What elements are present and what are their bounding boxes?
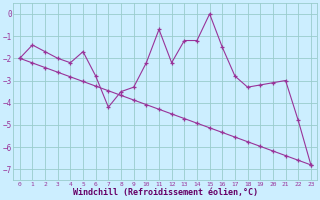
X-axis label: Windchill (Refroidissement éolien,°C): Windchill (Refroidissement éolien,°C): [73, 188, 258, 197]
